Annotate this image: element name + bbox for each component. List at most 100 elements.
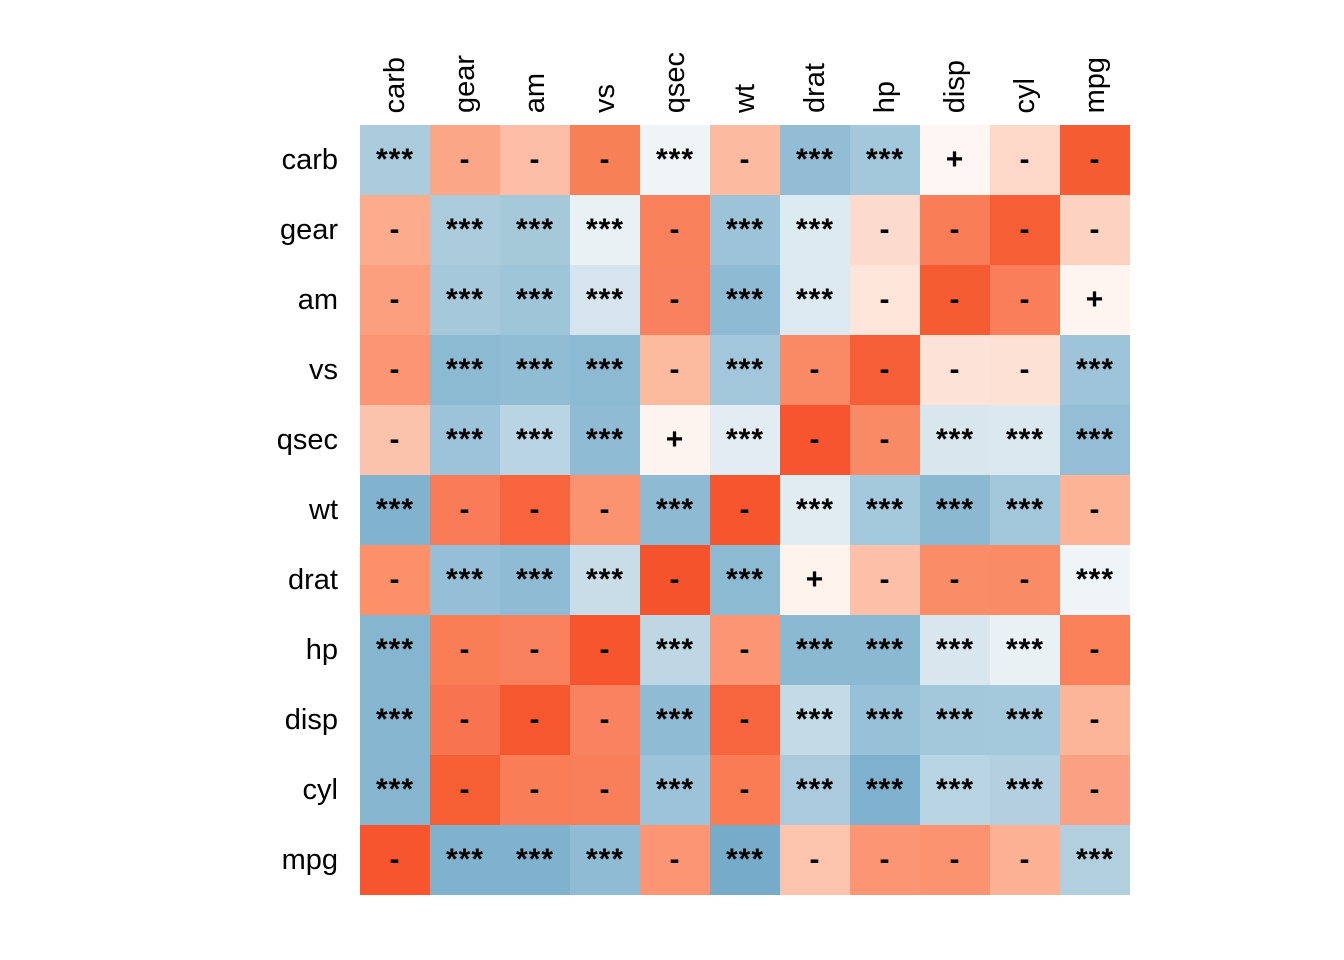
significance-symbol: *** xyxy=(655,703,695,736)
significance-symbol: - xyxy=(669,283,681,316)
cell-disp-wt: - xyxy=(710,685,780,755)
cell-wt-cyl: *** xyxy=(990,475,1060,545)
significance-symbol: - xyxy=(879,563,891,596)
cell-disp-qsec: *** xyxy=(640,685,710,755)
cell-cyl-am: - xyxy=(500,755,570,825)
cell-vs-am: *** xyxy=(500,335,570,405)
cell-am-drat: *** xyxy=(780,265,850,335)
cell-hp-mpg: - xyxy=(1060,615,1130,685)
col-label-text: vs xyxy=(588,84,621,113)
significance-symbol: *** xyxy=(795,283,835,316)
cell-cyl-carb: *** xyxy=(360,755,430,825)
cell-am-gear: *** xyxy=(430,265,500,335)
cell-qsec-wt: *** xyxy=(710,405,780,475)
cell-disp-drat: *** xyxy=(780,685,850,755)
row-label-wt: wt xyxy=(309,493,338,526)
cell-drat-disp: - xyxy=(920,545,990,615)
significance-symbol: - xyxy=(529,143,541,176)
significance-symbol: - xyxy=(389,283,401,316)
significance-symbol: *** xyxy=(725,353,765,386)
significance-symbol: *** xyxy=(515,423,555,456)
significance-symbol: *** xyxy=(445,423,485,456)
cell-qsec-cyl: *** xyxy=(990,405,1060,475)
significance-symbol: - xyxy=(1019,353,1031,386)
cell-gear-hp: - xyxy=(850,195,920,265)
cell-carb-gear: - xyxy=(430,125,500,195)
cell-vs-cyl: - xyxy=(990,335,1060,405)
cell-vs-hp: - xyxy=(850,335,920,405)
significance-symbol: *** xyxy=(375,703,415,736)
significance-symbol: *** xyxy=(1075,843,1115,876)
significance-symbol: - xyxy=(949,353,961,386)
cell-carb-qsec: *** xyxy=(640,125,710,195)
cell-am-hp: - xyxy=(850,265,920,335)
significance-symbol: + xyxy=(945,143,965,176)
row-label-qsec: qsec xyxy=(276,423,338,456)
cell-drat-carb: - xyxy=(360,545,430,615)
cell-gear-drat: *** xyxy=(780,195,850,265)
cell-qsec-gear: *** xyxy=(430,405,500,475)
cell-carb-am: - xyxy=(500,125,570,195)
significance-symbol: - xyxy=(1019,143,1031,176)
cell-disp-gear: - xyxy=(430,685,500,755)
significance-symbol: *** xyxy=(655,143,695,176)
cell-carb-vs: - xyxy=(570,125,640,195)
significance-symbol: - xyxy=(739,633,751,666)
cell-hp-wt: - xyxy=(710,615,780,685)
cell-drat-hp: - xyxy=(850,545,920,615)
significance-symbol: - xyxy=(599,703,611,736)
significance-symbol: *** xyxy=(585,843,625,876)
row-label-vs: vs xyxy=(309,353,338,386)
significance-symbol: - xyxy=(459,493,471,526)
significance-symbol: - xyxy=(389,563,401,596)
significance-symbol: - xyxy=(1089,213,1101,246)
cell-drat-drat: + xyxy=(780,545,850,615)
significance-symbol: *** xyxy=(585,283,625,316)
col-label-text: drat xyxy=(798,63,831,113)
significance-symbol: *** xyxy=(725,283,765,316)
significance-symbol: *** xyxy=(585,423,625,456)
significance-symbol: *** xyxy=(1005,703,1045,736)
significance-symbol: *** xyxy=(865,143,905,176)
significance-symbol: - xyxy=(459,633,471,666)
col-label-text: qsec xyxy=(658,51,691,113)
cell-mpg-mpg: *** xyxy=(1060,825,1130,895)
significance-symbol: - xyxy=(529,773,541,806)
significance-symbol: - xyxy=(809,843,821,876)
col-label-gear: gear xyxy=(430,0,500,113)
row-label-carb: carb xyxy=(281,143,338,176)
cell-drat-gear: *** xyxy=(430,545,500,615)
significance-symbol: *** xyxy=(585,213,625,246)
significance-symbol: - xyxy=(1089,633,1101,666)
significance-symbol: *** xyxy=(1075,563,1115,596)
cell-carb-wt: - xyxy=(710,125,780,195)
significance-symbol: - xyxy=(599,143,611,176)
cell-gear-vs: *** xyxy=(570,195,640,265)
significance-symbol: *** xyxy=(1075,353,1115,386)
significance-symbol: *** xyxy=(795,703,835,736)
significance-symbol: *** xyxy=(655,633,695,666)
cell-wt-carb: *** xyxy=(360,475,430,545)
significance-symbol: *** xyxy=(865,493,905,526)
cell-cyl-qsec: *** xyxy=(640,755,710,825)
cell-qsec-carb: - xyxy=(360,405,430,475)
significance-symbol: - xyxy=(879,423,891,456)
significance-symbol: - xyxy=(879,843,891,876)
significance-symbol: - xyxy=(739,493,751,526)
cell-mpg-gear: *** xyxy=(430,825,500,895)
significance-symbol: - xyxy=(879,283,891,316)
col-label-vs: vs xyxy=(570,0,640,113)
cell-disp-disp: *** xyxy=(920,685,990,755)
significance-symbol: *** xyxy=(445,563,485,596)
significance-symbol: - xyxy=(459,773,471,806)
heatmap-grid: *** - - - *** - *** *** + - - - *** *** *** - *** *** - - - -… xyxy=(360,125,1130,895)
cell-am-am: *** xyxy=(500,265,570,335)
cell-cyl-mpg: - xyxy=(1060,755,1130,825)
cell-mpg-disp: - xyxy=(920,825,990,895)
cell-am-mpg: + xyxy=(1060,265,1130,335)
significance-symbol: *** xyxy=(585,353,625,386)
significance-symbol: - xyxy=(809,423,821,456)
significance-symbol: - xyxy=(669,353,681,386)
significance-symbol: *** xyxy=(795,773,835,806)
